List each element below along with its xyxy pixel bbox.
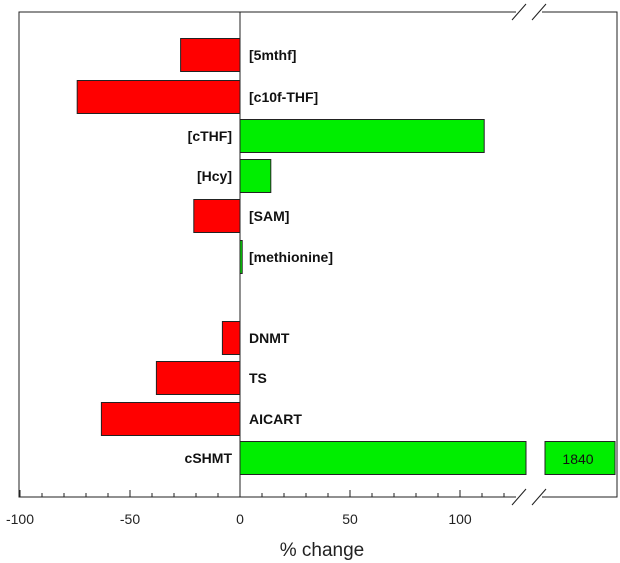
category-label-c10f-thf: [c10f-THF] (249, 89, 318, 105)
category-label-aicart: AICART (249, 411, 302, 427)
category-label-cshmt: cSHMT (185, 450, 233, 466)
bars-layer (76, 38, 616, 475)
x-axis-title: % change (280, 540, 365, 561)
category-label-5mthf: [5mthf] (249, 47, 296, 63)
bar-cthf (239, 119, 485, 153)
bar-hcy (239, 159, 272, 193)
labels-layer: -100 -50 0 50 100 [5mthf] [c10f-THF] [cTHF] [Hcy… (6, 47, 594, 527)
bar-c10f-thf (76, 80, 241, 114)
bar-cshmt-segment-2 (544, 441, 616, 475)
data-label-cshmt: 1840 (562, 451, 593, 467)
category-label-sam: [SAM] (249, 208, 289, 224)
axis-break-mark-top-1 (511, 3, 527, 21)
category-label-methionine: [methionine] (249, 249, 333, 265)
category-label-hcy: [Hcy] (197, 168, 232, 184)
bar-cshmt-segment-1 (239, 441, 527, 475)
bar-dnmt (221, 321, 241, 355)
bar-ts (155, 361, 241, 395)
category-label-ts: TS (249, 370, 267, 386)
plot-frame (18, 11, 516, 498)
category-label-cthf: [cTHF] (188, 128, 232, 144)
x-tick-label: 50 (342, 511, 358, 527)
x-tick-label: 0 (236, 511, 244, 527)
axis-break-mark-bottom-1 (511, 488, 527, 506)
bar-5mthf (180, 38, 241, 72)
x-tick-label: -100 (6, 511, 34, 527)
x-tick-label: -50 (120, 511, 140, 527)
bar-aicart (100, 402, 241, 436)
plot-frame-right (542, 11, 618, 498)
axes-layer (18, 3, 618, 506)
category-label-dnmt: DNMT (249, 330, 290, 346)
bar-sam (193, 199, 241, 233)
x-tick-label: 100 (448, 511, 472, 527)
axis-break-mark-top-2 (531, 3, 547, 21)
axis-break-mark-bottom-2 (531, 488, 547, 506)
